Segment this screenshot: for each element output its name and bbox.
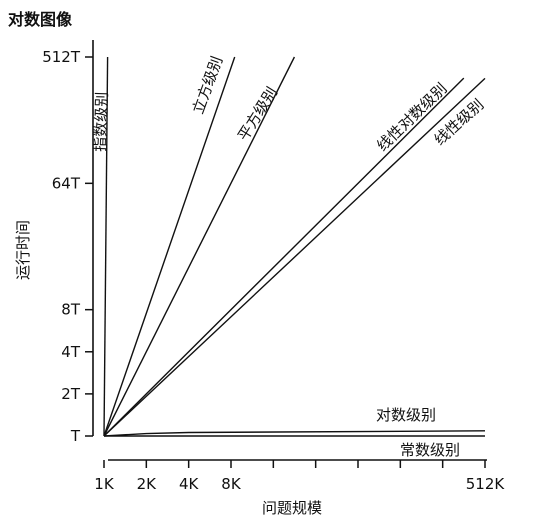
- series-line-0: [103, 56, 109, 437]
- y-tick-label: 2T: [61, 385, 81, 403]
- x-tick-label: 1K: [94, 475, 115, 493]
- label-quadratic: 平方级别: [234, 84, 281, 144]
- x-axis-label: 问题规模: [262, 499, 323, 517]
- x-tick-label: 4K: [179, 475, 200, 493]
- y-tick-label: 4T: [61, 343, 81, 361]
- series-line-2: [103, 56, 296, 437]
- label-exponential: 指数级别: [91, 92, 111, 153]
- x-tick-label: 2K: [137, 475, 158, 493]
- series-line-3: [103, 77, 465, 437]
- label-constant: 常数级别: [400, 441, 460, 459]
- label-logarithmic: 对数级别: [376, 406, 436, 424]
- series-line-1: [103, 56, 236, 437]
- series-line-4: [103, 77, 486, 437]
- x-tick-label: 8K: [221, 475, 242, 493]
- y-tick-label: 512T: [42, 48, 81, 66]
- label-cubic: 立方级别: [189, 54, 226, 117]
- y-tick-label: 8T: [61, 301, 81, 319]
- x-tick-label: 512K: [466, 475, 506, 493]
- y-tick-label: 64T: [52, 174, 81, 192]
- y-tick-label: T: [70, 427, 81, 445]
- series-line-5: [103, 430, 486, 437]
- chart-title: 对数图像: [8, 10, 73, 29]
